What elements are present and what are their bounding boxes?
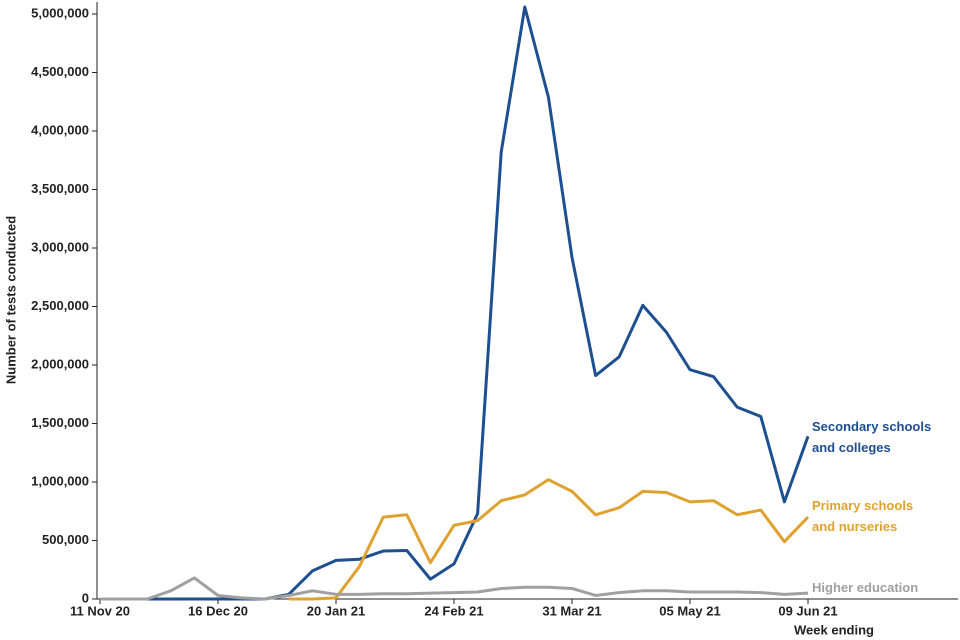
x-axis-title: Week ending (794, 622, 874, 637)
y-tick-label: 2,000,000 (31, 356, 89, 371)
y-tick-label: 3,000,000 (31, 239, 89, 254)
y-axis-title: Number of tests conducted (3, 216, 18, 384)
series-line (100, 576, 809, 601)
series-line (288, 478, 810, 601)
y-tick-label: 500,000 (42, 532, 89, 547)
x-tick-label: 11 Nov 20 (70, 603, 130, 618)
y-tick-label: 4,500,000 (31, 64, 89, 79)
x-tick-label: 09 Jun 21 (778, 603, 837, 618)
x-tick-label: 05 May 21 (659, 603, 720, 618)
series-label: Secondary schools and colleges (812, 419, 932, 456)
series-line (100, 5, 810, 601)
y-tick-label: 0 (82, 590, 89, 605)
y-tick-label: 1,000,000 (31, 473, 89, 488)
series-label: Primary schools and nurseries (812, 498, 914, 535)
x-tick-label: 20 Jan 21 (307, 603, 366, 618)
x-tick-label: 31 Mar 21 (542, 603, 601, 618)
y-tick-label: 2,500,000 (31, 298, 89, 313)
x-tick-label: 16 Dec 20 (188, 603, 248, 618)
x-tick-label: 24 Feb 21 (424, 603, 483, 618)
y-tick-label: 3,500,000 (31, 181, 89, 196)
y-tick-label: 5,000,000 (31, 5, 89, 20)
series-label: Higher education (812, 579, 919, 595)
y-tick-label: 1,500,000 (31, 415, 89, 430)
y-tick-label: 4,000,000 (31, 122, 89, 137)
